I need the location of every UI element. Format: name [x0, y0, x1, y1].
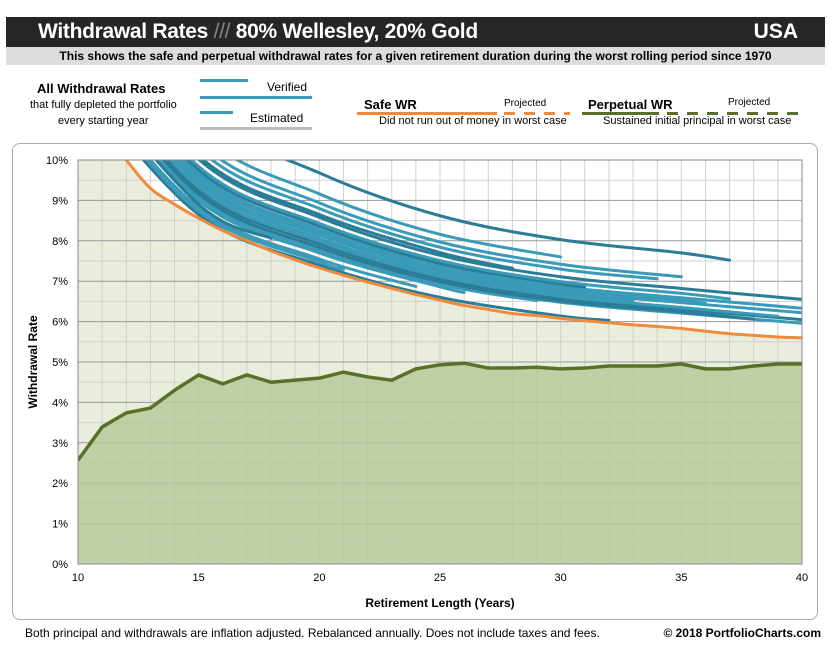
perpetual-wr-area	[78, 363, 802, 564]
starting-year-line	[144, 160, 345, 271]
country-label: USA	[753, 20, 798, 43]
starting-year-line	[179, 160, 707, 305]
starting-year-line	[197, 160, 802, 301]
y-tick-label: 9%	[52, 195, 68, 207]
legend-safe-projected-line	[504, 112, 570, 115]
y-axis-label: Withdrawal Rate	[26, 315, 40, 409]
starting-year-line	[209, 160, 659, 281]
legend-all-line2: every starting year	[58, 115, 149, 127]
starting-year-line	[175, 160, 802, 315]
starting-year-line	[154, 160, 273, 240]
y-tick-label: 6%	[52, 317, 68, 329]
legend-all-title: All Withdrawal Rates	[37, 81, 166, 96]
x-axis-label: Retirement Length (Years)	[365, 596, 514, 610]
safe-wr-line	[124, 160, 802, 340]
legend-perp-title: Perpetual WR	[588, 97, 673, 112]
starting-year-line	[158, 160, 539, 303]
legend-safe-projected: Projected	[504, 98, 547, 109]
legend-estimated-line	[200, 127, 312, 130]
x-tick-label: 30	[555, 572, 567, 584]
legend-all-line1: that fully depleted the portfolio	[30, 99, 177, 111]
legend-perp-projected-line	[667, 112, 799, 115]
legend-safe-desc: Did not run out of money in worst case	[379, 115, 567, 127]
starting-year-line	[189, 160, 732, 301]
legend-verified-swatch	[200, 79, 248, 82]
subtitle: This shows the safe and perpetual withdr…	[6, 47, 825, 65]
y-tick-label: 3%	[52, 438, 68, 450]
y-tick-label: 10%	[46, 155, 68, 167]
x-tick-label: 20	[313, 572, 325, 584]
legend-perp-projected: Projected	[728, 97, 771, 108]
x-tick-label: 40	[796, 572, 808, 584]
legend-estimated-swatch	[200, 111, 233, 114]
chart-frame	[12, 143, 818, 620]
y-tick-label: 4%	[52, 397, 68, 409]
starting-year-line	[201, 160, 514, 270]
portfolio-name: 80% Wellesley, 20% Gold	[235, 20, 478, 43]
copyright: © 2018 PortfolioCharts.com	[663, 626, 821, 640]
legend-perp-line	[582, 112, 659, 115]
starting-year-line	[141, 160, 611, 322]
legend-safe-line	[357, 112, 497, 115]
starting-year-line	[218, 160, 683, 279]
title-separator: ///	[213, 20, 231, 43]
starting-year-line	[168, 160, 780, 318]
title-bar: Withdrawal Rates /// 80% Wellesley, 20% …	[6, 17, 825, 47]
y-tick-label: 1%	[52, 519, 68, 531]
legend-estimated-label: Estimated	[250, 111, 304, 125]
x-tick-label: 15	[193, 572, 205, 584]
legend-perp-desc: Sustained initial principal in worst cas…	[603, 115, 792, 127]
y-tick-label: 7%	[52, 276, 68, 288]
starting-year-line	[155, 160, 466, 295]
starting-year-line	[172, 160, 635, 303]
footer-note: Both principal and withdrawals are infla…	[25, 626, 600, 640]
plot-border	[77, 159, 803, 565]
starting-year-line	[186, 160, 587, 289]
title-text: Withdrawal Rates	[38, 20, 209, 43]
x-tick-label: 10	[72, 572, 84, 584]
starting-year-line	[283, 160, 732, 262]
y-tick-label: 8%	[52, 236, 68, 248]
perpetual-wr-line	[78, 361, 802, 462]
y-tick-label: 2%	[52, 478, 68, 490]
starting-year-line	[162, 160, 756, 321]
y-tick-label: 5%	[52, 357, 68, 369]
starting-year-line	[234, 160, 563, 259]
legend-safe-title: Safe WR	[364, 97, 417, 112]
chart-title: Withdrawal Rates /// 80% Wellesley, 20% …	[38, 20, 478, 44]
x-tick-label: 35	[675, 572, 687, 584]
plot-area	[78, 160, 802, 564]
legend-verified-line	[200, 96, 312, 99]
x-tick-label: 25	[434, 572, 446, 584]
starting-year-line	[165, 160, 802, 322]
starting-year-line	[182, 160, 802, 310]
starting-year-line	[148, 160, 418, 288]
legend-verified-label: Verified	[267, 80, 308, 94]
y-tick-label: 0%	[52, 559, 68, 571]
